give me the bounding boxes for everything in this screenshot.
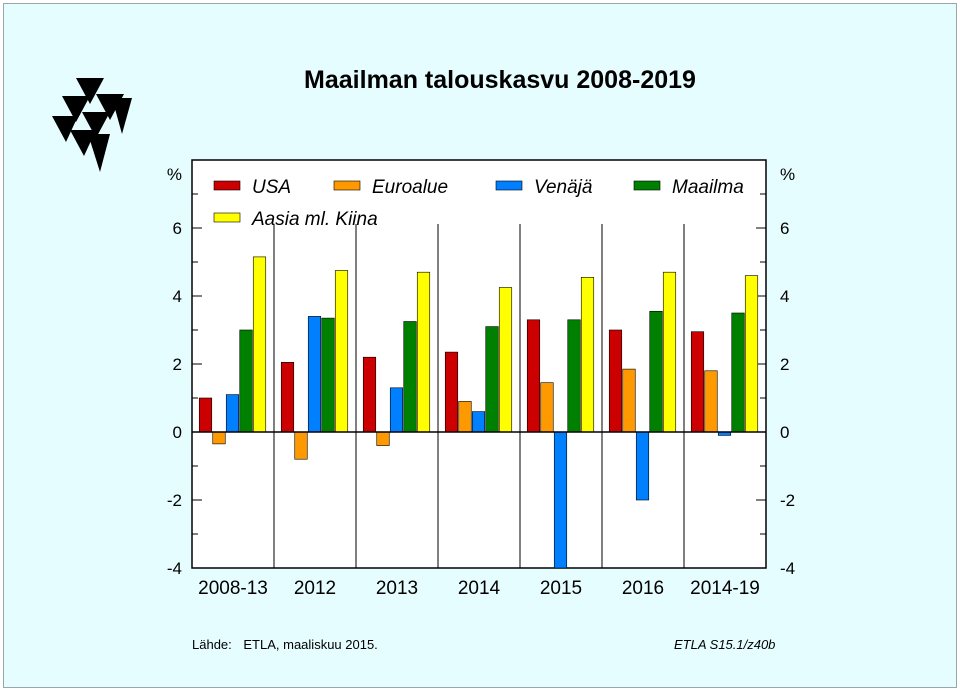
bar-euroalue-2014-19 bbox=[704, 370, 718, 433]
source-label: Lähde: bbox=[192, 637, 232, 652]
bar-venäjä-2012 bbox=[307, 316, 322, 433]
bar-usa-2015 bbox=[526, 319, 541, 433]
y-tick-label-right: -2 bbox=[780, 491, 795, 510]
y-tick-label-left: -4 bbox=[167, 559, 182, 578]
y-tick-label-right: 2 bbox=[780, 355, 789, 374]
bar-maailma-2012 bbox=[321, 317, 335, 433]
bar-venäjä-2013 bbox=[389, 387, 404, 433]
bar-maailma-2014-19 bbox=[731, 312, 745, 433]
bar-aasia-ml-kiina-2014-19 bbox=[744, 275, 759, 433]
x-tick-label: 2016 bbox=[622, 578, 664, 599]
bar-maailma-2015 bbox=[567, 319, 581, 433]
bar-maailma-2008-13 bbox=[239, 329, 253, 433]
bar-maailma-2013 bbox=[403, 321, 417, 433]
chart-code: ETLA S15.1/z40b bbox=[674, 637, 776, 652]
y-tick-label-right: 6 bbox=[780, 219, 789, 238]
y-tick-label-left: 2 bbox=[173, 355, 182, 374]
legend-swatch bbox=[495, 180, 523, 191]
source-note: Lähde: ETLA, maaliskuu 2015. bbox=[192, 637, 378, 652]
bar-aasia-ml-kiina-2015 bbox=[580, 276, 595, 433]
legend-label: Venäjä bbox=[534, 177, 592, 198]
bar-usa-2014 bbox=[444, 351, 459, 433]
x-tick-label: 2015 bbox=[540, 578, 582, 599]
bar-usa-2013 bbox=[362, 356, 377, 433]
y-tick-label-left: 6 bbox=[173, 219, 182, 238]
y-tick-label-left: 0 bbox=[173, 423, 182, 442]
y-tick-label-left: -2 bbox=[167, 491, 182, 510]
bar-usa-2008-13 bbox=[198, 397, 213, 433]
y-tick-label-left: 4 bbox=[173, 287, 182, 306]
etla-logo bbox=[52, 78, 132, 172]
x-tick-label: 2012 bbox=[294, 578, 336, 599]
legend-swatch bbox=[333, 180, 361, 191]
bar-maailma-2014 bbox=[485, 326, 499, 433]
legend-label: Aasia ml. Kiina bbox=[251, 209, 378, 230]
bar-venäjä-2008-13 bbox=[225, 394, 240, 433]
bar-usa-2016 bbox=[608, 329, 623, 433]
bar-chart: -4 -4 -2 -2 0 0 2 2 4 4 6 6% % 2008-13 2012 2013 2014 201… bbox=[167, 159, 795, 599]
bar-euroalue-2013 bbox=[376, 431, 390, 446]
x-tick-label: 2014 bbox=[458, 578, 501, 599]
legend-swatch bbox=[213, 212, 241, 223]
bar-euroalue-2014 bbox=[458, 401, 472, 433]
bar-maailma-2016 bbox=[649, 310, 663, 433]
bar-aasia-ml-kiina-2014 bbox=[498, 287, 513, 433]
source-text: ETLA, maaliskuu 2015. bbox=[243, 637, 378, 652]
y-tick-label-right: -4 bbox=[780, 559, 795, 578]
legend-label: Euroalue bbox=[372, 177, 448, 198]
y-tick-label-right: 0 bbox=[780, 423, 789, 442]
legend-label: USA bbox=[252, 177, 291, 198]
legend-swatch bbox=[213, 180, 241, 191]
bar-euroalue-2012 bbox=[294, 431, 308, 460]
bar-aasia-ml-kiina-2013 bbox=[416, 271, 431, 433]
x-tick-label: 2013 bbox=[376, 578, 418, 599]
bar-euroalue-2015 bbox=[540, 382, 554, 433]
y-axis-label-left: % bbox=[167, 165, 182, 184]
chart-title: Maailman talouskasvu 2008-2019 bbox=[304, 66, 696, 94]
legend-swatch bbox=[633, 180, 661, 191]
bar-venäjä-2014 bbox=[471, 411, 486, 433]
bar-usa-2014-19 bbox=[690, 331, 705, 433]
bar-venäjä-2015 bbox=[553, 431, 568, 569]
bar-aasia-ml-kiina-2016 bbox=[662, 271, 677, 433]
bar-euroalue-2016 bbox=[622, 368, 636, 433]
slide: Maailman talouskasvu 2008-2019 -4 -4 -2 -2 0… bbox=[3, 3, 957, 688]
bar-aasia-ml-kiina-2008-13 bbox=[252, 256, 267, 433]
bar-aasia-ml-kiina-2012 bbox=[334, 270, 349, 433]
bar-venäjä-2016 bbox=[635, 431, 650, 501]
y-tick-label-right: 4 bbox=[780, 287, 789, 306]
bar-euroalue-2008-13 bbox=[212, 431, 226, 445]
bar-usa-2012 bbox=[280, 361, 295, 433]
legend-label: Maailma bbox=[672, 177, 744, 198]
x-tick-label: 2008-13 bbox=[198, 578, 268, 599]
y-axis-label-right: % bbox=[780, 165, 795, 184]
x-tick-label: 2014-19 bbox=[690, 578, 760, 599]
